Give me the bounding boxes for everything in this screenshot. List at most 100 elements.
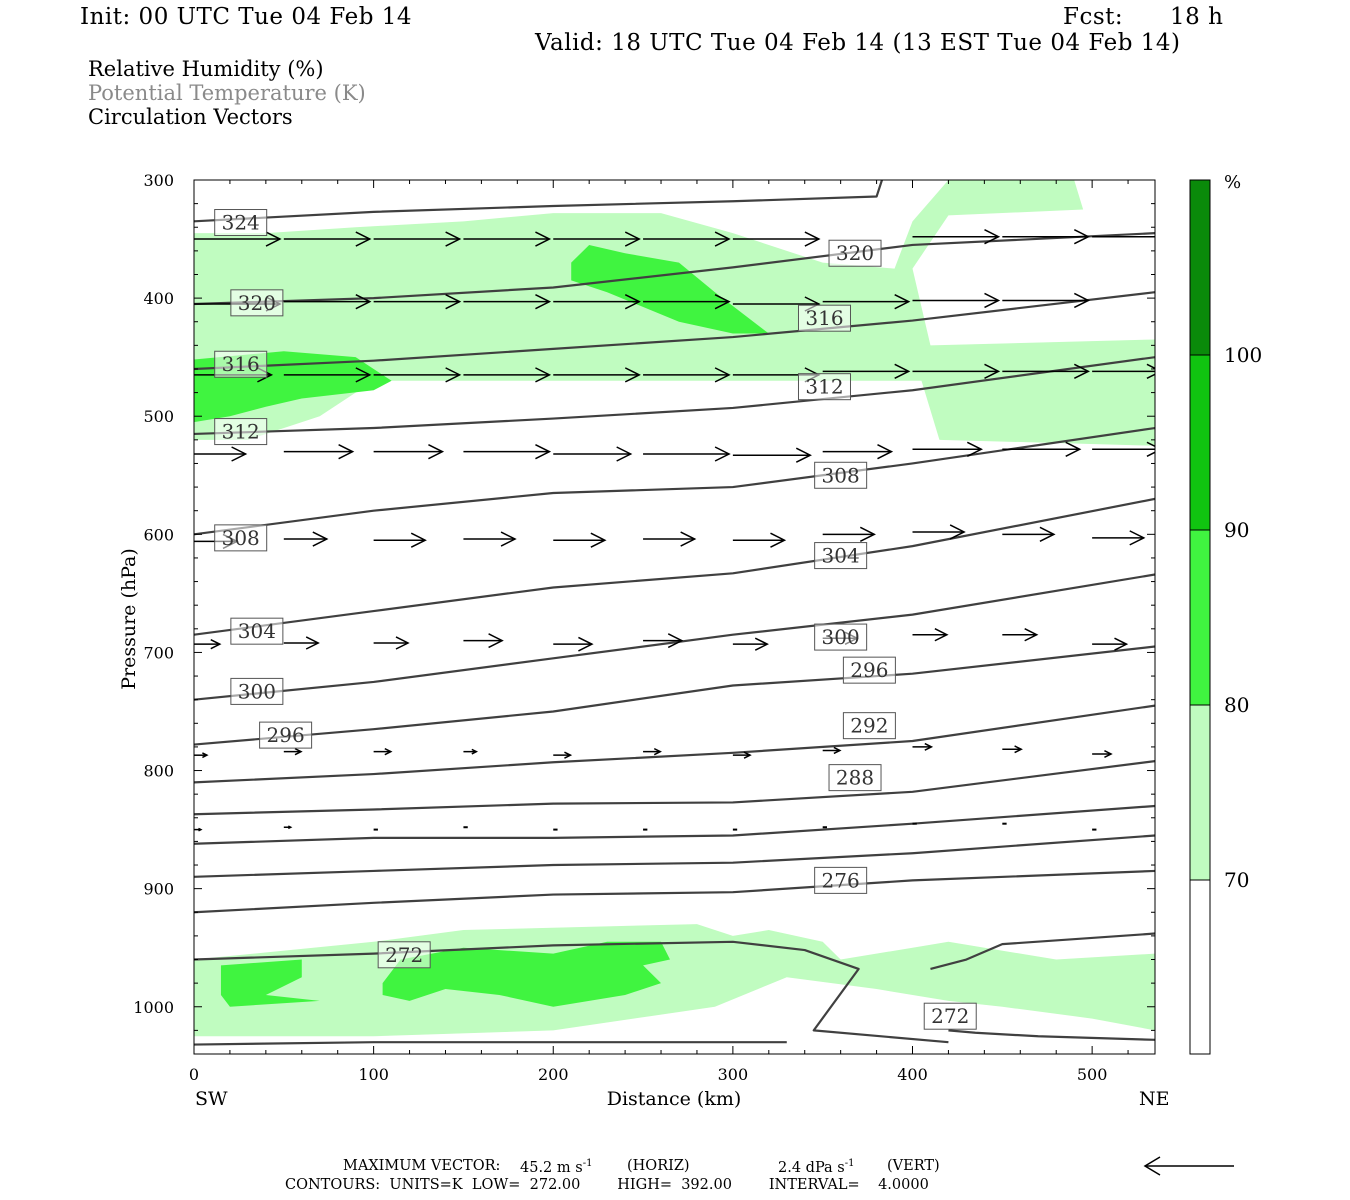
wind-vector (373, 532, 427, 548)
wind-vector (643, 367, 731, 383)
svg-text:300: 300 (822, 625, 860, 649)
wind-vector (283, 443, 355, 460)
wind-vector (194, 827, 203, 832)
wind-vector (822, 293, 911, 310)
colorbar-segment (1189, 879, 1211, 1055)
rh-region-80 (571, 244, 769, 334)
vert-tag: (VERT) (887, 1158, 940, 1174)
svg-text:292: 292 (850, 714, 888, 738)
wind-vector (912, 292, 1001, 309)
wind-vector (912, 441, 983, 457)
wind-vector (912, 742, 934, 751)
max-vector-label: MAXIMUM VECTOR: (343, 1158, 501, 1174)
contour-label-316: 316 (797, 304, 851, 332)
wind-vector (912, 628, 949, 642)
wind-vector (283, 636, 320, 650)
max-horizontal-value: 45.2 m s-1 (520, 1158, 593, 1176)
wind-vector (463, 748, 479, 755)
svg-text:308: 308 (222, 526, 260, 550)
y-tick-label: 400 (143, 289, 174, 308)
wind-vector (1092, 441, 1155, 457)
svg-text:312: 312 (222, 420, 260, 444)
wind-vector (194, 752, 209, 759)
wind-vector (373, 367, 462, 383)
contour-label-296: 296 (842, 656, 896, 684)
wind-vector (643, 633, 684, 649)
wind-vector (463, 231, 552, 247)
circulation-vectors (194, 229, 1155, 832)
contour-label-276: 276 (814, 866, 868, 894)
colorbar: 70 80 90 100 (1189, 179, 1262, 1055)
y-tick-label: 700 (143, 643, 174, 662)
wind-vector (1002, 628, 1039, 642)
contour-label-304: 304 (230, 617, 284, 645)
wind-vector (463, 531, 517, 547)
y-tick-label: 800 (143, 762, 174, 781)
wind-vector (553, 446, 633, 462)
x-left-direction: SW (195, 1088, 228, 1110)
svg-text:300: 300 (238, 679, 276, 703)
wind-vector (1092, 750, 1113, 758)
theta-contour-272 (930, 932, 1155, 971)
wind-vector (1092, 363, 1155, 380)
svg-text:324: 324 (222, 211, 260, 235)
rh-region-80 (382, 941, 671, 1007)
wind-vector (463, 367, 552, 383)
wind-vector (553, 293, 641, 310)
init-time: Init: 00 UTC Tue 04 Feb 14 (80, 4, 413, 30)
wind-vector (732, 231, 821, 247)
wind-vector (283, 367, 372, 383)
wind-vector (822, 443, 894, 460)
theta-contour-272 (948, 1029, 1155, 1041)
wind-vector (373, 443, 445, 460)
contour-label-324: 324 (214, 209, 268, 237)
wind-vector (283, 231, 372, 247)
forecast-label: Fcst: (1063, 4, 1124, 30)
contour-info: CONTOURS: UNITS=K LOW= 272.00 HIGH= 392.… (285, 1177, 929, 1193)
theta-contour-280 (194, 834, 1155, 878)
wind-vector (643, 293, 731, 310)
legend-relative-humidity: Relative Humidity (%) (88, 57, 324, 81)
wind-vector (553, 231, 641, 247)
wind-vector (463, 633, 504, 649)
svg-text:304: 304 (822, 544, 860, 568)
wind-vector (553, 532, 607, 548)
y-tick-label: 500 (143, 407, 174, 426)
rh-region-80 (220, 959, 320, 1007)
forecast-hour: 18 h (1170, 4, 1224, 30)
contour-label-308: 308 (214, 524, 268, 552)
x-tick-label: 200 (538, 1065, 569, 1084)
wind-vector (373, 636, 410, 650)
theta-contour-312 (194, 356, 1155, 436)
theta-contour-292 (194, 704, 1155, 784)
theta-contour-276 (194, 869, 1155, 914)
wind-vector (283, 747, 303, 756)
wind-vector (643, 531, 697, 547)
wind-vector (373, 231, 462, 247)
wind-vector (1002, 363, 1090, 380)
wind-vector (643, 747, 662, 756)
colorbar-segment (1189, 179, 1211, 356)
x-tick-label: 100 (358, 1065, 389, 1084)
contour-label-272: 272 (377, 941, 431, 969)
wind-vector (1092, 530, 1146, 546)
x-axis-label: Distance (km) (607, 1088, 742, 1110)
svg-text:316: 316 (222, 352, 260, 376)
contour-labels: 324 320 316 312 308 304 300 296 272 320 316 312 308 3… (214, 209, 977, 1030)
contour-label-300: 300 (230, 677, 284, 705)
theta-contour-300 (194, 573, 1155, 701)
contour-label-312: 312 (214, 418, 268, 446)
colorbar-label: 80 (1224, 693, 1249, 717)
y-tick-label: 300 (143, 171, 174, 190)
x-tick-label: 0 (189, 1065, 199, 1084)
theta-contour-288 (194, 760, 1155, 816)
contour-label-292: 292 (842, 712, 896, 740)
axes: 300 400 500 600 700 800 900 1000 0 100 200 300 400 50… (133, 171, 1155, 1084)
svg-text:288: 288 (836, 766, 874, 790)
contour-label-300: 300 (814, 623, 868, 651)
wind-vector (732, 637, 769, 651)
wind-vector (283, 531, 329, 547)
wind-vector (912, 229, 1001, 245)
wind-vector (463, 443, 552, 460)
